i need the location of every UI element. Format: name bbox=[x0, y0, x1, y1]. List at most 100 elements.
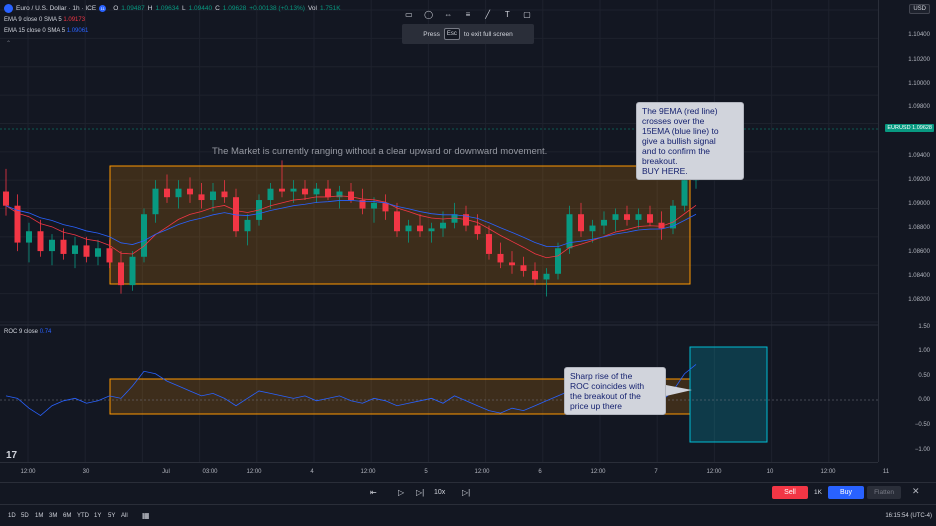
time-label: 10 bbox=[766, 469, 774, 475]
crossover-line: The 9EMA (red line) bbox=[642, 106, 718, 116]
time-label: 12:00 bbox=[706, 469, 722, 475]
ohlc-open-key: O bbox=[113, 5, 119, 12]
candle-down bbox=[474, 225, 481, 235]
drawing-toolbar: ▭ ◯ ⇔ ≡ ╱ T ▢ bbox=[402, 8, 534, 22]
roc-axis-label: 1.00 bbox=[918, 348, 930, 354]
chart-area[interactable]: Euro / U.S. Dollar · 1h · ICE 11 O 1.094… bbox=[0, 0, 878, 462]
path-icon[interactable]: ≡ bbox=[465, 10, 471, 19]
candle-down bbox=[624, 214, 630, 220]
crossover-callout: The 9EMA (red line) crosses over the 15E… bbox=[636, 102, 744, 180]
jump-to-realtime-icon[interactable]: ▷| bbox=[462, 488, 471, 497]
time-label: 12:00 bbox=[20, 469, 36, 475]
candle-up bbox=[555, 248, 561, 274]
ohlc-low: 1.09440 bbox=[188, 5, 213, 12]
candle-down bbox=[382, 202, 389, 212]
candle-down bbox=[497, 253, 504, 263]
range-3m[interactable]: 3M bbox=[49, 513, 58, 519]
ema9-legend[interactable]: EMA 9 close 0 SMA 5 1.09173 bbox=[4, 16, 85, 24]
price-axis-label: 1.08800 bbox=[908, 225, 930, 231]
ranging-annotation: The Market is currently ranging without … bbox=[212, 146, 548, 157]
quantity-field[interactable]: 1K bbox=[814, 489, 822, 496]
roc-legend-value: 0.74 bbox=[39, 329, 52, 335]
time-label: 12:00 bbox=[360, 469, 376, 475]
candle-down bbox=[106, 248, 113, 263]
step-forward-icon[interactable]: ▷| bbox=[416, 488, 425, 497]
range-ytd[interactable]: YTD bbox=[77, 513, 89, 519]
market-badge-icon: 11 bbox=[99, 5, 107, 12]
range-all[interactable]: All bbox=[121, 513, 128, 519]
collapse-legend-icon[interactable]: ⌃ bbox=[6, 41, 12, 47]
roc-legend-label: ROC 9 close bbox=[4, 329, 39, 335]
currency-button[interactable]: USD bbox=[909, 4, 930, 14]
candle-down bbox=[302, 188, 308, 195]
ruler-icon[interactable]: ⇔ bbox=[444, 10, 453, 19]
fullscreen-hint-press: Press bbox=[423, 30, 440, 38]
clock[interactable]: 16:15:54 (UTC-4) bbox=[885, 513, 932, 519]
candle-up bbox=[290, 188, 297, 192]
price-chart bbox=[0, 0, 878, 462]
range-6m[interactable]: 6M bbox=[63, 513, 72, 519]
roc-callout-line: Sharp rise of the bbox=[570, 371, 633, 381]
roc-axis-label: −1.00 bbox=[914, 447, 930, 453]
callout-pointer-roc bbox=[666, 385, 692, 396]
candle-up bbox=[635, 214, 642, 220]
replay-speed[interactable]: 10x bbox=[434, 489, 446, 496]
roc-callout-line: ROC coincides with bbox=[570, 381, 645, 391]
candle-up bbox=[371, 202, 377, 209]
candle-down bbox=[3, 191, 9, 206]
range-5d[interactable]: 5D bbox=[21, 513, 29, 519]
date-range-bar: 1D 5D 1M 3M 6M YTD 1Y 5Y All ▦ 16:15:54 … bbox=[0, 504, 936, 526]
crossover-line: give a bullish signal bbox=[642, 136, 716, 146]
replay-controls: ⇤ ▷ ▷| 10x ▷| bbox=[0, 482, 936, 504]
range-1m[interactable]: 1M bbox=[35, 513, 44, 519]
candle-up bbox=[49, 239, 55, 252]
brush-icon[interactable]: ╱ bbox=[485, 10, 491, 19]
range-1y[interactable]: 1Y bbox=[94, 513, 102, 519]
jump-to-start-icon[interactable]: ⇤ bbox=[370, 488, 377, 497]
candle-down bbox=[118, 262, 124, 286]
ema15-line bbox=[5, 199, 697, 248]
calendar-icon[interactable]: ▦ bbox=[142, 511, 150, 520]
symbol-title: Euro / U.S. Dollar · 1h · ICE bbox=[16, 5, 97, 12]
price-axis[interactable]: USD 1.10400 1.10200 1.10000 1.09800 1.09… bbox=[878, 0, 936, 462]
time-label: 4 bbox=[310, 469, 314, 475]
symbol-header[interactable]: Euro / U.S. Dollar · 1h · ICE 11 O 1.094… bbox=[4, 4, 341, 13]
roc-legend[interactable]: ROC 9 close 0.74 bbox=[4, 328, 51, 336]
close-replay-icon[interactable]: ✕ bbox=[912, 486, 920, 496]
ema15-legend[interactable]: EMA 15 close 0 SMA 5 1.09061 bbox=[4, 27, 88, 35]
text-icon[interactable]: T bbox=[504, 10, 510, 19]
ohlc-high-key: H bbox=[147, 5, 153, 12]
candle-up bbox=[313, 188, 320, 195]
flatten-button[interactable]: Flatten bbox=[867, 486, 901, 499]
range-1d[interactable]: 1D bbox=[8, 513, 16, 519]
candle-down bbox=[279, 188, 285, 192]
sell-button[interactable]: Sell bbox=[772, 486, 808, 499]
fullscreen-hint: Press Esc to exit full screen bbox=[402, 24, 534, 44]
buy-button[interactable]: Buy bbox=[828, 486, 864, 499]
crossover-line: BUY HERE. bbox=[642, 166, 688, 176]
time-label: 12:00 bbox=[590, 469, 606, 475]
frame-icon[interactable]: ▭ bbox=[405, 10, 413, 19]
candle-up bbox=[95, 248, 101, 257]
ohlc-low-key: L bbox=[181, 5, 186, 12]
price-axis-label: 1.10000 bbox=[908, 81, 930, 87]
roc-callout-line: price up there bbox=[570, 401, 622, 411]
price-axis-label: 1.09200 bbox=[908, 177, 930, 183]
price-axis-label: 1.08600 bbox=[908, 249, 930, 255]
candle-down bbox=[417, 225, 423, 232]
play-icon[interactable]: ▷ bbox=[398, 488, 405, 497]
candle-up bbox=[26, 231, 32, 243]
price-axis-label: 1.09000 bbox=[908, 201, 930, 207]
comment-icon[interactable]: ▢ bbox=[523, 10, 531, 19]
candle-down bbox=[221, 191, 228, 198]
candle-up bbox=[566, 214, 573, 249]
candle-up bbox=[129, 256, 136, 286]
candle-up bbox=[72, 245, 78, 254]
candle-up bbox=[612, 214, 619, 220]
time-label: 30 bbox=[82, 469, 90, 475]
time-axis[interactable]: 12:00 30 Jul 03:00 12:00 4 12:00 5 12:00… bbox=[0, 462, 889, 482]
range-5y[interactable]: 5Y bbox=[108, 513, 116, 519]
time-label: 11 bbox=[882, 469, 890, 475]
circle-icon[interactable]: ◯ bbox=[424, 10, 434, 19]
candle-up bbox=[141, 214, 147, 257]
